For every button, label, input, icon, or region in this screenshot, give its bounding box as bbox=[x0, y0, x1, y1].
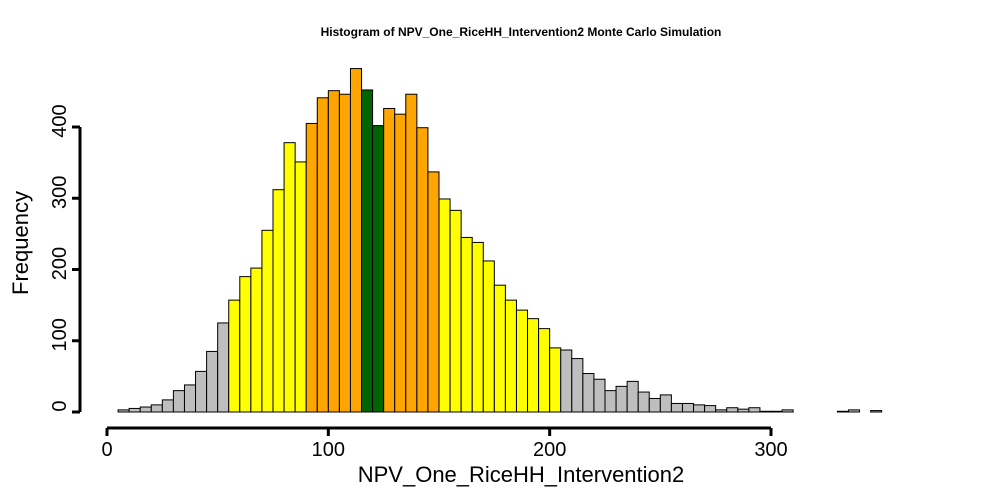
histogram-bar bbox=[571, 358, 584, 413]
histogram-bar bbox=[117, 409, 130, 413]
histogram-bar bbox=[538, 328, 551, 413]
histogram-bar bbox=[361, 89, 374, 413]
histogram-bar bbox=[748, 407, 761, 413]
histogram-bar bbox=[648, 397, 661, 413]
histogram-bar bbox=[715, 409, 728, 413]
y-axis-label: Frequency bbox=[8, 191, 33, 295]
histogram-bar bbox=[394, 113, 407, 413]
histogram-bar bbox=[427, 171, 440, 413]
histogram-bar bbox=[272, 189, 285, 413]
y-axis-tick-label: 400 bbox=[49, 104, 71, 137]
histogram-bar bbox=[549, 347, 562, 413]
histogram-bar bbox=[206, 350, 219, 413]
histogram-bar bbox=[847, 409, 861, 413]
y-axis: 0 100 200 300 400 bbox=[49, 104, 82, 414]
x-axis-tick-label: 200 bbox=[533, 439, 566, 461]
histogram-bar bbox=[327, 90, 340, 413]
histogram-bar bbox=[527, 318, 540, 413]
histogram-bar bbox=[416, 127, 429, 413]
histogram-bar bbox=[693, 404, 706, 413]
histogram-bar bbox=[294, 161, 307, 413]
histogram-bar bbox=[405, 93, 418, 413]
histogram-bar bbox=[338, 93, 351, 413]
histogram-bar bbox=[737, 408, 750, 413]
histogram-bar bbox=[582, 373, 595, 413]
y-axis-tick-label: 300 bbox=[49, 176, 71, 209]
histogram-bar bbox=[836, 410, 849, 413]
histogram-bar bbox=[139, 406, 152, 413]
x-axis-tick-label: 300 bbox=[754, 439, 787, 461]
histogram-bar bbox=[283, 142, 296, 413]
histogram-bar bbox=[637, 391, 650, 413]
y-axis-tick-label: 0 bbox=[49, 400, 71, 411]
histogram-bar bbox=[172, 390, 185, 413]
histogram-bar bbox=[150, 404, 163, 413]
chart-title: Histogram of NPV_One_RiceHH_Intervention… bbox=[321, 25, 722, 39]
y-axis-tick-label: 100 bbox=[49, 318, 71, 351]
histogram-bar bbox=[383, 107, 396, 413]
y-axis-tick-label: 200 bbox=[49, 247, 71, 280]
histogram-bar bbox=[493, 284, 506, 413]
histogram-bar bbox=[471, 241, 484, 413]
histogram-bar bbox=[372, 125, 385, 413]
histogram-bar bbox=[217, 322, 230, 413]
histogram-bar bbox=[438, 198, 451, 413]
histogram-bar bbox=[726, 407, 739, 413]
histogram-bar bbox=[128, 407, 141, 413]
x-axis-label: NPV_One_RiceHH_Intervention2 bbox=[358, 462, 685, 487]
histogram-bar bbox=[781, 409, 794, 413]
x-axis-tick-label: 0 bbox=[101, 439, 112, 461]
histogram-bar bbox=[449, 209, 462, 413]
histogram-bar bbox=[615, 385, 628, 413]
histogram-bar bbox=[482, 260, 495, 413]
histogram-bar bbox=[349, 68, 363, 413]
histogram-bar bbox=[316, 97, 329, 413]
histogram-bar bbox=[183, 384, 197, 413]
x-axis-tick-label: 100 bbox=[312, 439, 345, 461]
histogram-bar bbox=[593, 378, 606, 413]
histogram-bar bbox=[305, 122, 318, 413]
histogram-bar bbox=[161, 399, 174, 413]
histogram-bar bbox=[504, 299, 517, 413]
histogram-bar bbox=[870, 410, 883, 413]
histogram-bar bbox=[560, 349, 573, 413]
histogram-bar bbox=[759, 410, 772, 413]
x-axis: 0 100 200 300 bbox=[101, 426, 788, 461]
histogram-bar bbox=[228, 299, 241, 413]
histogram-bar bbox=[626, 380, 639, 413]
histogram-bars bbox=[117, 68, 883, 413]
histogram-bar bbox=[460, 236, 473, 413]
histogram-bar bbox=[604, 390, 617, 413]
histogram-bar bbox=[670, 402, 683, 413]
histogram-bar bbox=[239, 276, 252, 413]
histogram-bar bbox=[195, 370, 208, 413]
histogram-bar bbox=[681, 402, 695, 413]
histogram-bar bbox=[515, 309, 529, 413]
histogram-bar bbox=[250, 267, 263, 413]
histogram-bar bbox=[261, 229, 274, 413]
histogram-bar bbox=[659, 394, 672, 413]
histogram-bar bbox=[770, 410, 783, 413]
histogram-bar bbox=[704, 405, 717, 413]
